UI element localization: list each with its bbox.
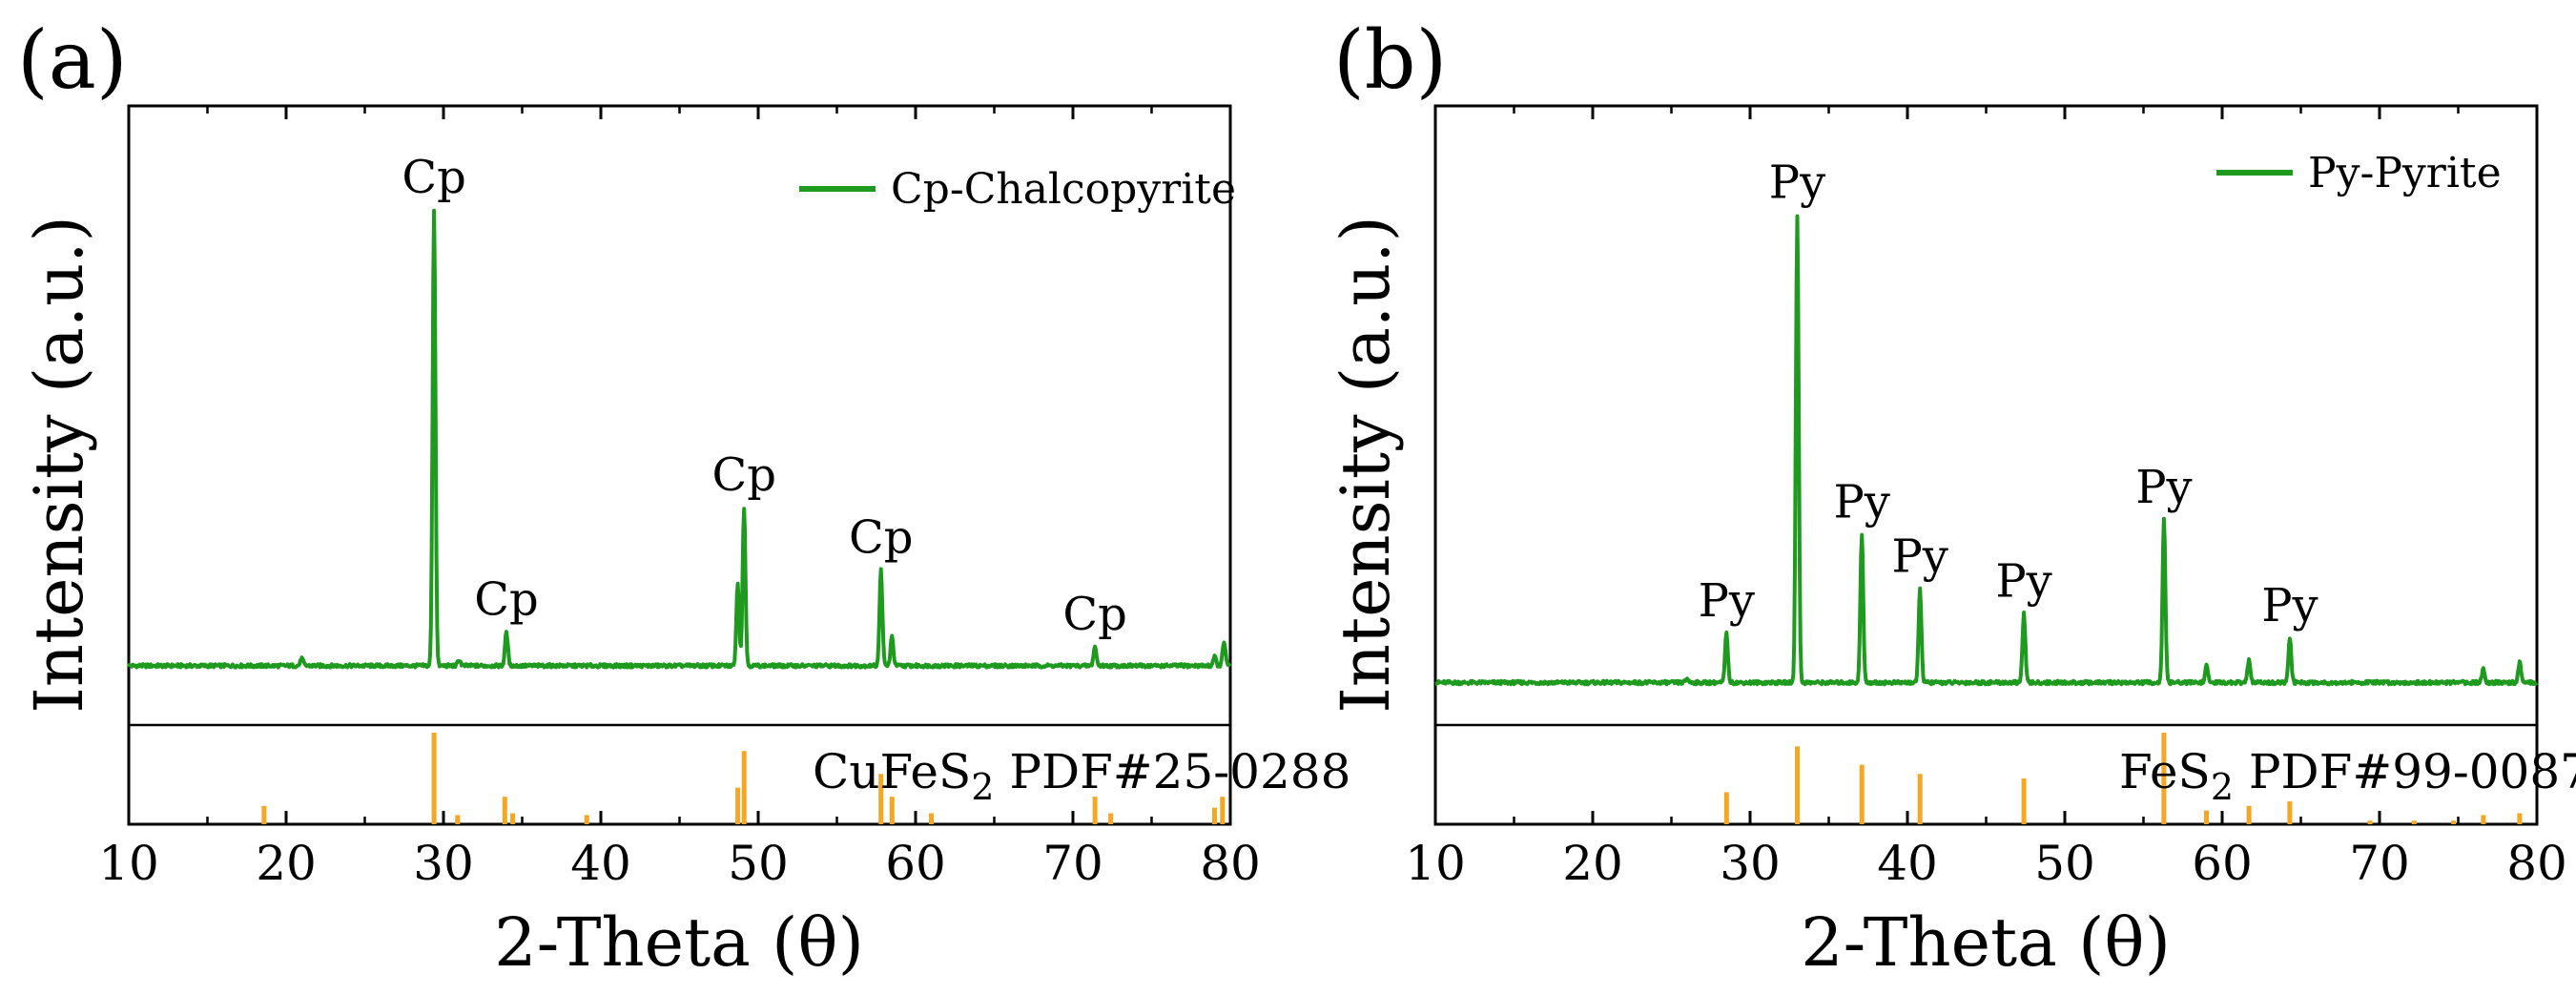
peak-label: Py (2135, 461, 2192, 514)
panel-b-reference-formula: FeS (2119, 744, 2211, 799)
panel-b-label: (b) (1333, 13, 1447, 107)
x-tick-label: 60 (2192, 836, 2253, 891)
panel-a-reference-subscript: 2 (971, 766, 994, 808)
x-tick-label: 30 (1720, 836, 1781, 891)
peak-label: Py (1699, 574, 1755, 628)
panel-a: (a) 10 20 30 40 50 60 70 80 Cp Cp Cp Cp Cp Cp-Chalc… (17, 13, 1350, 982)
peak-label: Cp (1062, 588, 1126, 641)
x-tick-label: 50 (2034, 836, 2095, 891)
panel-b-x-axis-title: 2-Theta (θ) (1801, 903, 2171, 982)
panel-a-x-axis-title: 2-Theta (θ) (494, 903, 864, 982)
x-tick-label: 60 (885, 836, 946, 891)
peak-label: Py (1995, 554, 2051, 608)
panel-a-reference-pdf: PDF#25-0288 (994, 744, 1350, 799)
peak-label: Cp (711, 448, 775, 502)
panel-b-reference-label: FeS2 PDF#99-0087 (2119, 744, 2576, 808)
panel-a-reference-formula: CuFeS (813, 744, 971, 799)
peak-label: Cp (474, 573, 538, 627)
panel-a-reference-label: CuFeS2 PDF#25-0288 (813, 744, 1350, 808)
x-tick-label: 10 (1405, 836, 1466, 891)
peak-label: Py (2261, 579, 2318, 632)
panel-b-y-axis-title: Intensity (a.u.) (1327, 216, 1405, 714)
peak-label: Py (1769, 155, 1825, 209)
panel-a-x-axis-ticks: 10 20 30 40 50 60 70 80 (98, 106, 1261, 891)
x-tick-label: 80 (1200, 836, 1261, 891)
panel-b-xrd-pattern (1433, 214, 2539, 687)
panel-b-x-axis-ticks: 10 20 30 40 50 60 70 80 (1405, 106, 2567, 891)
x-tick-label: 70 (1042, 836, 1103, 891)
peak-label: Cp (849, 510, 913, 564)
panel-a-xrd-pattern (127, 208, 1232, 670)
panel-a-reference-lines (261, 733, 1226, 824)
x-tick-label: 30 (413, 836, 474, 891)
peak-label: Cp (402, 151, 465, 204)
panel-b-legend: Py-Pyrite (2216, 149, 2502, 197)
x-tick-label: 50 (728, 836, 789, 891)
peak-label: Py (1833, 476, 1889, 529)
panel-a-label: (a) (17, 13, 128, 107)
panel-b-legend-label: Py-Pyrite (2308, 149, 2502, 197)
peak-label: Py (1891, 530, 1947, 584)
panel-a-legend: Cp-Chalcopyrite (799, 165, 1236, 214)
panel-a-legend-label: Cp-Chalcopyrite (891, 165, 1236, 214)
x-tick-label: 20 (256, 836, 317, 891)
x-tick-label: 20 (1562, 836, 1623, 891)
x-tick-label: 10 (98, 836, 159, 891)
panel-b-reference-subscript: 2 (2211, 766, 2234, 808)
x-tick-label: 70 (2349, 836, 2410, 891)
panel-a-peak-labels: Cp Cp Cp Cp Cp (402, 151, 1126, 641)
panel-b-reference-pdf: PDF#99-0087 (2234, 744, 2576, 799)
x-tick-label: 40 (1877, 836, 1938, 891)
x-tick-label: 40 (570, 836, 631, 891)
x-tick-label: 80 (2506, 836, 2567, 891)
panel-a-y-axis-title: Intensity (a.u.) (20, 216, 98, 714)
panel-b-reference-lines (1723, 733, 2523, 824)
